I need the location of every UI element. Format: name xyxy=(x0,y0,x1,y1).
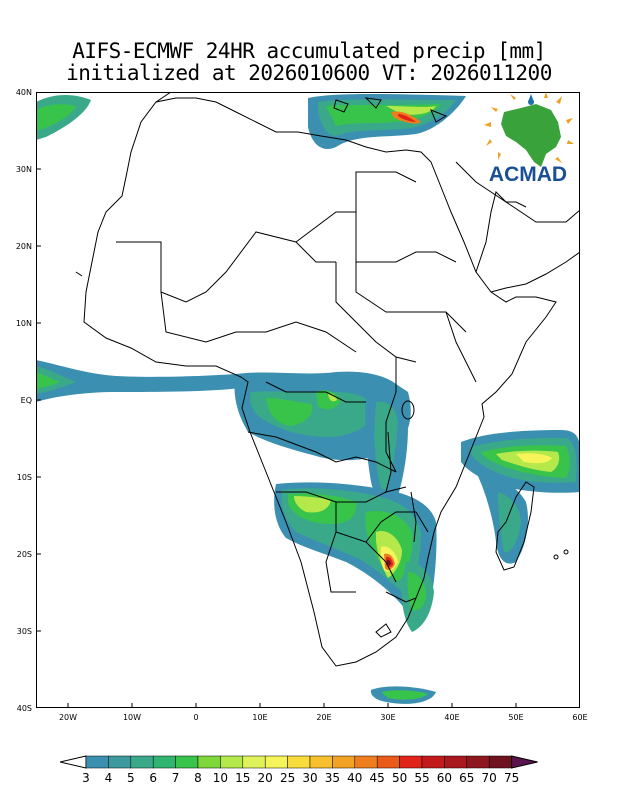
colorbar-segment xyxy=(444,755,468,769)
lat-label: 20N xyxy=(15,242,32,251)
lon-label: 60E xyxy=(572,713,588,722)
lon-label: 30E xyxy=(380,713,396,722)
colorbar-label: 8 xyxy=(194,771,202,785)
colorbar-segment xyxy=(108,755,132,769)
precip-map xyxy=(36,92,580,708)
colorbar-label: 35 xyxy=(324,771,341,785)
colorbar-segment xyxy=(197,755,221,769)
colorbar-label: 15 xyxy=(235,771,251,785)
colorbar-label: 30 xyxy=(302,771,318,785)
colorbar-label: 75 xyxy=(503,771,520,785)
colorbar-label: 25 xyxy=(279,771,296,785)
lon-label: 0 xyxy=(193,713,199,722)
colorbar-segment xyxy=(287,755,311,769)
colorbar-segment xyxy=(264,755,288,769)
colorbar-segment xyxy=(354,755,378,769)
colorbar-label: 40 xyxy=(347,771,363,785)
colorbar-segment xyxy=(488,755,512,769)
lat-label: 40N xyxy=(15,88,32,97)
map-title-line2: initialized at 2026010600 VT: 2026011200 xyxy=(66,61,552,85)
colorbar-segment xyxy=(85,755,109,769)
lon-label: 20E xyxy=(316,713,332,722)
colorbar xyxy=(60,755,538,769)
colorbar-segment xyxy=(376,755,400,769)
lat-label: 30S xyxy=(16,627,32,636)
colorbar-segment xyxy=(399,755,423,769)
colorbar-arrow-high xyxy=(511,755,538,769)
colorbar-segment xyxy=(130,755,154,769)
colorbar-label: 65 xyxy=(459,771,475,785)
map-title-line1: AIFS-ECMWF 24HR accumulated precip [mm] xyxy=(72,39,546,63)
colorbar-label: 70 xyxy=(481,771,497,785)
logo-text: ACMAD xyxy=(488,163,568,186)
acmad-logo xyxy=(484,92,574,167)
colorbar-label: 60 xyxy=(436,771,453,785)
colorbar-label: 45 xyxy=(369,771,385,785)
lon-label: 40E xyxy=(444,713,460,722)
coastline-borders xyxy=(75,92,580,667)
colorbar-label: 3 xyxy=(82,771,90,785)
colorbar-label: 5 xyxy=(126,771,135,785)
colorbar-segment xyxy=(152,755,176,769)
colorbar-segment xyxy=(466,755,490,769)
colorbar-label: 6 xyxy=(149,771,157,785)
colorbar-label: 4 xyxy=(104,771,113,785)
lat-label: 20S xyxy=(16,550,32,559)
lat-label: 10N xyxy=(15,319,32,328)
precip-field xyxy=(36,94,580,704)
lat-label: 40S xyxy=(16,704,32,713)
lon-label: 20W xyxy=(58,713,78,722)
lon-label: 50E xyxy=(508,713,524,722)
lon-label: 10E xyxy=(252,713,268,722)
colorbar-label: 50 xyxy=(391,771,408,785)
colorbar-segment xyxy=(220,755,244,769)
colorbar-segment xyxy=(175,755,199,769)
lat-label: 30N xyxy=(15,165,32,174)
colorbar-segment xyxy=(309,755,333,769)
colorbar-segment xyxy=(421,755,445,769)
axis-ticks xyxy=(36,168,517,708)
colorbar-segment xyxy=(242,755,266,769)
lon-label: 10W xyxy=(122,713,142,722)
colorbar-label: 7 xyxy=(171,771,180,785)
colorbar-label: 10 xyxy=(212,771,229,785)
colorbar-label: 20 xyxy=(257,771,273,785)
lat-label: 10S xyxy=(16,473,32,482)
colorbar-arrow-low xyxy=(60,755,87,769)
colorbar-segment xyxy=(332,755,356,769)
map-svg xyxy=(36,92,580,708)
colorbar-label: 55 xyxy=(414,771,430,785)
lat-label: EQ xyxy=(20,396,32,405)
